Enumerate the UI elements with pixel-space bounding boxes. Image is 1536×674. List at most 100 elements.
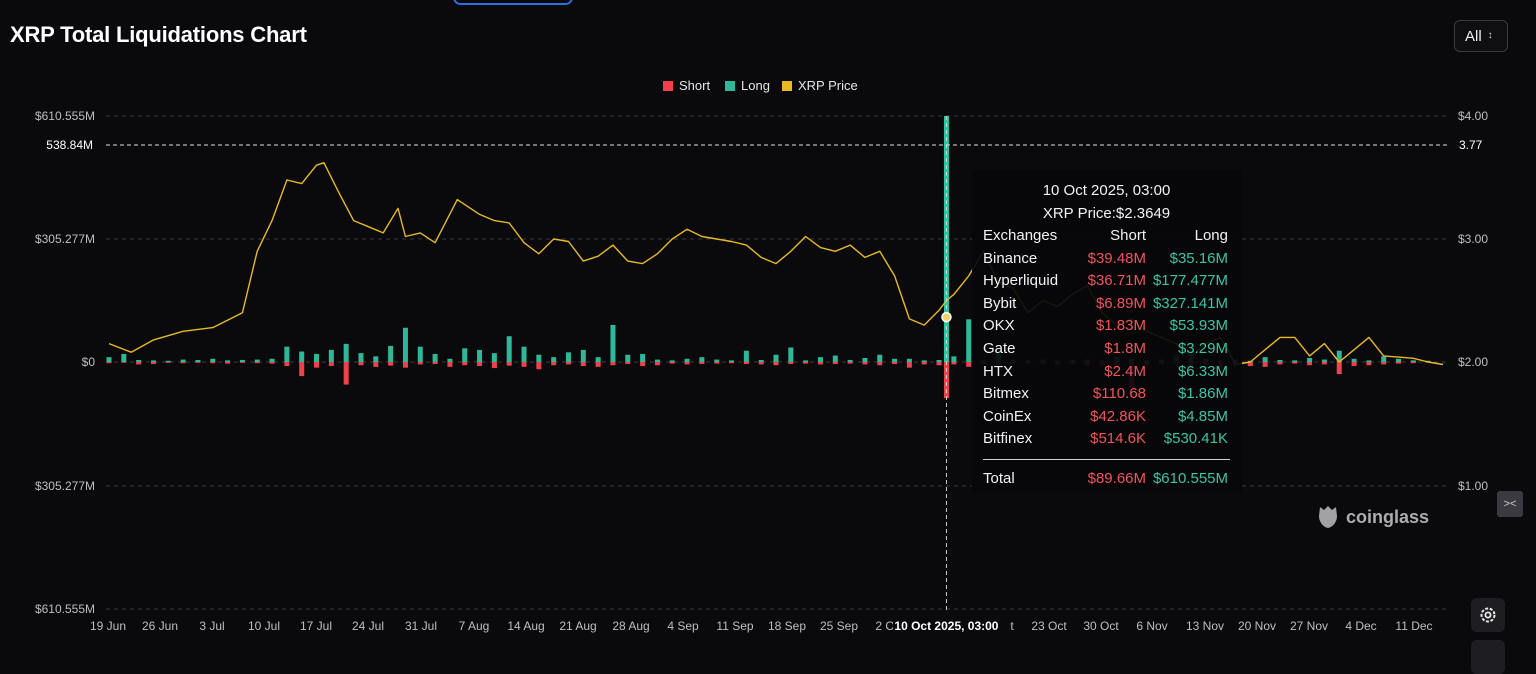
long-bar	[462, 348, 468, 362]
long-bar	[877, 354, 883, 362]
short-bar	[966, 362, 972, 367]
long-bar	[388, 345, 394, 362]
short-bar	[521, 362, 527, 367]
long-bar	[1321, 359, 1327, 362]
short-bar	[106, 362, 112, 364]
short-bar	[1321, 362, 1327, 365]
short-bar	[921, 362, 927, 365]
tooltip-exchange-name: Bybit	[983, 294, 1017, 312]
tooltip-exchange-name: OKX	[983, 317, 1015, 335]
tooltip-divider	[983, 458, 1230, 460]
x-tick-label: 17 Jul	[300, 619, 332, 633]
settings-button[interactable]	[1471, 598, 1505, 632]
short-bar	[373, 362, 379, 367]
crosshair-left-label-bg	[36, 136, 98, 154]
short-bar	[580, 362, 586, 367]
long-bar	[951, 356, 957, 362]
long-bar	[714, 359, 720, 362]
tooltip-long-value: $327.141M	[1152, 294, 1228, 312]
collapse-icon: ><	[1503, 498, 1517, 510]
short-bar	[225, 362, 231, 364]
tooltip-long-value: $4.85M	[1177, 407, 1228, 425]
tooltip-short-value: $36.71M	[1087, 272, 1146, 290]
short-bar	[832, 362, 838, 365]
short-bar	[1351, 362, 1357, 367]
y-right-tick-label: $1.00	[1458, 479, 1488, 493]
long-bar	[106, 357, 112, 362]
long-bar	[506, 336, 512, 362]
short-bar	[432, 362, 438, 365]
long-bar	[373, 356, 379, 362]
long-bar	[136, 359, 142, 362]
short-bar	[758, 362, 764, 365]
short-bar	[803, 362, 809, 364]
x-tick-label: 27 Nov	[1290, 619, 1328, 633]
long-bar	[936, 359, 942, 362]
short-bar	[773, 362, 779, 366]
tooltip-total-short: $89.66M	[1087, 469, 1146, 487]
range-select[interactable]: All ↕	[1454, 20, 1508, 52]
long-bar	[121, 353, 127, 362]
tooltip-row: Bitmex $110.68 $1.86M	[983, 383, 1230, 406]
short-bar	[536, 362, 542, 370]
tooltip-long-value: $3.29M	[1177, 339, 1228, 357]
short-bar	[699, 362, 705, 365]
tooltip-short-value: $6.89M	[1095, 294, 1146, 312]
long-bar	[773, 354, 779, 362]
long-bar	[432, 353, 438, 362]
long-bar	[254, 359, 260, 362]
long-bar	[284, 346, 290, 362]
coinglass-watermark: coinglass	[1316, 504, 1429, 530]
short-bar	[1381, 362, 1387, 365]
long-bar	[758, 359, 764, 362]
tooltip-exchange-name: Binance	[983, 249, 1038, 267]
short-bar	[462, 362, 468, 366]
short-bar	[447, 362, 453, 367]
long-bar	[1307, 357, 1313, 362]
long-bar	[210, 358, 216, 362]
short-bar	[491, 362, 497, 369]
long-bar	[402, 327, 408, 362]
long-bar	[150, 360, 156, 362]
liquidations-chart[interactable]: $610.555M $305.277M $0 $305.277M $610.555M $4…	[0, 0, 1536, 651]
short-bar	[314, 362, 320, 368]
tooltip-long-value: $53.93M	[1169, 317, 1228, 335]
tooltip-exchange-name: HTX	[983, 362, 1013, 380]
tooltip-exchange-name: Bitmex	[983, 385, 1029, 403]
short-bar	[654, 362, 660, 366]
crosshair-right-value: 3.77	[1459, 138, 1483, 152]
x-tick-label: 26 Jun	[142, 619, 178, 633]
tooltip-total-label: Total	[983, 469, 1015, 487]
short-bar	[239, 362, 245, 363]
x-tick-label: 14 Aug	[507, 619, 544, 633]
x-tick-label: 19 Jun	[90, 619, 126, 633]
short-bar	[328, 362, 334, 367]
short-bar	[743, 362, 749, 365]
coinglass-logo-icon	[1319, 506, 1337, 528]
y-left-tick-label: $0	[82, 355, 96, 369]
x-tick-label: 10 Jul	[248, 619, 280, 633]
short-bar	[477, 362, 483, 367]
long-bar	[491, 353, 497, 362]
long-bar	[610, 324, 616, 362]
collapse-button[interactable]: ><	[1497, 491, 1523, 517]
short-bar	[180, 362, 186, 364]
hover-point	[941, 311, 952, 323]
short-bar	[906, 362, 912, 368]
tooltip-long-value: $1.86M	[1177, 385, 1228, 403]
short-bar	[506, 362, 512, 366]
x-tick-label: 4 Sep	[667, 619, 699, 633]
short-bar	[1247, 362, 1253, 367]
short-bar	[1336, 362, 1342, 375]
short-bar	[595, 362, 601, 367]
short-bar	[1292, 362, 1298, 364]
secondary-button[interactable]	[1471, 640, 1505, 674]
tooltip-exchange-name: Hyperliquid	[983, 272, 1059, 290]
long-bar	[1262, 357, 1268, 362]
x-tick-label: 13 Nov	[1186, 619, 1224, 633]
long-bar	[580, 349, 586, 362]
price-line	[108, 162, 1444, 366]
legend-swatch	[782, 81, 792, 91]
short-bar	[714, 362, 720, 364]
x-tick-label: 28 Aug	[612, 619, 649, 633]
